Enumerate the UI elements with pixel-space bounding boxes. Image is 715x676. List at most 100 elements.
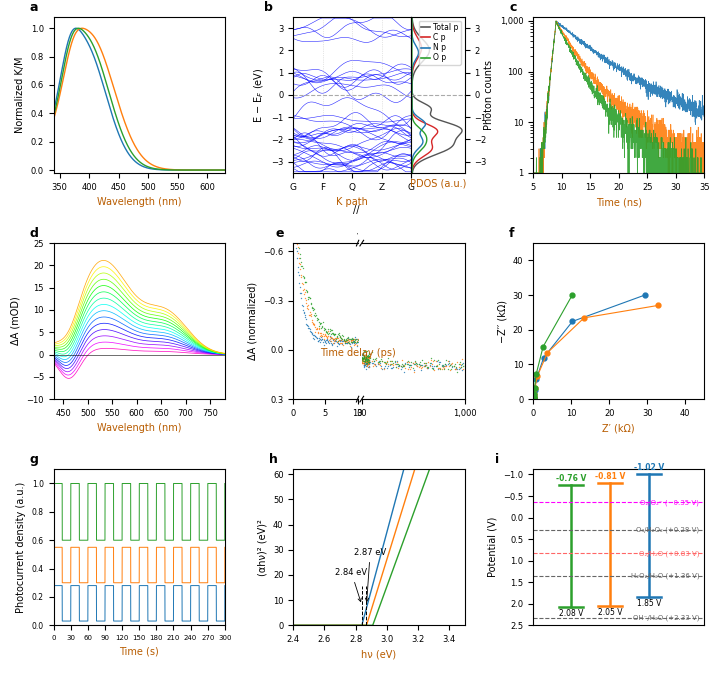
Point: [361, 357, 373, 368]
Text: b: b: [264, 1, 273, 14]
Point: [359, 357, 370, 368]
Point: [358, 360, 370, 371]
Point: [398, 360, 410, 370]
Point: [356, 355, 368, 366]
Point: [337, 337, 348, 348]
Point: [368, 356, 380, 367]
Point: [425, 352, 436, 363]
Point: [362, 359, 373, 370]
Point: [313, 322, 325, 333]
Point: [287, 190, 299, 201]
Point: [302, 320, 314, 331]
Point: [358, 354, 369, 364]
Point: [295, 264, 306, 274]
Point: [358, 361, 370, 372]
Point: [305, 311, 317, 322]
Point: [426, 360, 438, 371]
Point: [320, 335, 332, 345]
Point: [329, 329, 340, 339]
Point: [310, 323, 322, 334]
Point: [449, 358, 460, 369]
Point: [298, 307, 310, 318]
Point: [377, 363, 388, 374]
Point: [379, 361, 390, 372]
Point: [447, 361, 458, 372]
Point: [440, 358, 451, 369]
X-axis label: K path: K path: [336, 197, 368, 207]
Point: [396, 361, 408, 372]
Point: [345, 333, 356, 344]
Point: [327, 327, 338, 338]
Point: [347, 337, 358, 347]
Point: [356, 350, 368, 361]
Point: [360, 353, 371, 364]
Point: [360, 352, 371, 363]
Point: [321, 331, 332, 342]
Point: [357, 348, 368, 359]
Point: [383, 360, 394, 371]
Point: [433, 364, 444, 375]
Point: [331, 330, 342, 341]
Point: [375, 362, 387, 373]
Point: [329, 334, 340, 345]
Point: [331, 337, 342, 347]
Point: [408, 366, 420, 377]
Point: [318, 339, 330, 350]
Point: [362, 360, 373, 370]
Point: [292, 229, 303, 240]
Point: [372, 357, 383, 368]
Point: [292, 247, 304, 258]
Point: [433, 362, 445, 373]
Point: [360, 356, 371, 366]
Point: [305, 326, 316, 337]
Point: [314, 334, 325, 345]
Point: [425, 354, 436, 365]
Point: [337, 336, 349, 347]
Point: [335, 337, 347, 348]
Point: [363, 352, 374, 362]
Point: [290, 226, 302, 237]
Point: [343, 337, 355, 348]
Point: [330, 333, 342, 343]
Point: [450, 362, 462, 373]
Point: [360, 356, 371, 366]
Point: [396, 358, 408, 369]
Point: [358, 359, 370, 370]
Point: [414, 357, 425, 368]
Point: [345, 341, 357, 352]
Point: [314, 323, 325, 334]
Point: [458, 363, 469, 374]
Point: [358, 358, 369, 368]
Point: [358, 358, 370, 368]
Point: [456, 358, 468, 369]
Point: [303, 309, 315, 320]
Point: [290, 242, 302, 253]
Point: [350, 334, 362, 345]
Point: [358, 350, 369, 361]
Point: [342, 337, 353, 347]
Point: [356, 352, 368, 363]
Point: [308, 319, 320, 330]
Point: [377, 356, 388, 367]
Point: [320, 335, 331, 346]
Point: [403, 357, 415, 368]
Point: [435, 364, 446, 375]
Text: e: e: [275, 227, 284, 240]
Point: [312, 335, 323, 346]
Point: [431, 356, 443, 366]
Point: [331, 331, 342, 342]
Point: [459, 360, 470, 370]
Y-axis label: ΔA (mOD): ΔA (mOD): [11, 297, 21, 345]
Point: [292, 239, 303, 249]
Point: [360, 353, 371, 364]
Point: [358, 357, 370, 368]
Point: [348, 338, 360, 349]
Point: [340, 333, 352, 344]
Point: [309, 318, 320, 329]
Point: [325, 330, 336, 341]
Point: [363, 351, 374, 362]
Point: [295, 287, 307, 298]
Point: [342, 335, 354, 345]
Point: [310, 327, 321, 337]
Point: [400, 363, 411, 374]
